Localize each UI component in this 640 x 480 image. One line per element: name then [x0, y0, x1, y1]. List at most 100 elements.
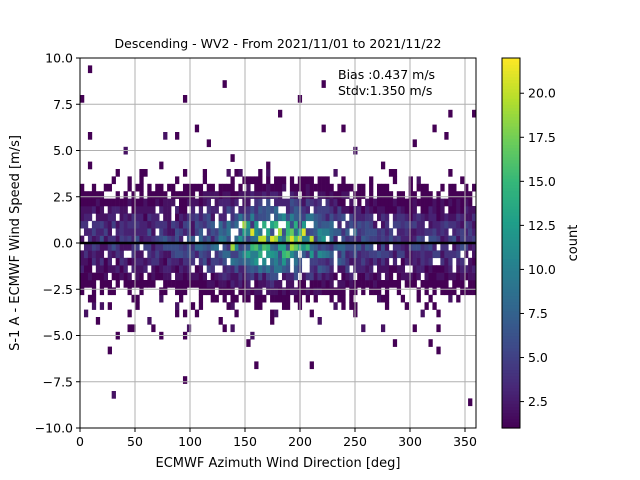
histogram-bin [274, 287, 279, 296]
histogram-bin [107, 250, 112, 259]
histogram-bin [95, 272, 101, 281]
histogram-bin [254, 228, 259, 236]
colorbar-segment [502, 289, 520, 293]
histogram-bin [444, 272, 449, 281]
histogram-bin [190, 198, 196, 207]
histogram-bin [99, 250, 105, 259]
histogram-bin [313, 257, 318, 266]
histogram-bin [151, 220, 156, 229]
histogram-bin [313, 213, 318, 222]
histogram-bin [440, 206, 445, 214]
histogram-bin [392, 220, 398, 229]
histogram-bin [222, 294, 227, 303]
histogram-bin [171, 250, 176, 259]
colorbar-segment [502, 273, 520, 278]
histogram-bin [456, 294, 461, 303]
histogram-bin [175, 257, 180, 266]
histogram-bin [167, 257, 172, 266]
histogram-bin [329, 280, 334, 288]
colorbar-segment [502, 82, 520, 87]
histogram-bin [80, 206, 85, 214]
histogram-bin [226, 169, 231, 177]
histogram-bin [325, 183, 330, 192]
histogram-bin [472, 109, 477, 118]
histogram-bin [127, 324, 132, 333]
colorbar-segment [502, 104, 520, 108]
histogram-bin [293, 243, 299, 251]
histogram-bin [321, 206, 326, 214]
histogram-bin [448, 294, 453, 303]
histogram-bin [345, 243, 350, 251]
histogram-bin [456, 280, 461, 288]
histogram-bin [107, 235, 112, 244]
histogram-bin [373, 235, 378, 244]
histogram-bin [139, 176, 144, 185]
histogram-bin [380, 280, 386, 288]
histogram-bin [186, 272, 192, 281]
histogram-bin [428, 198, 433, 207]
histogram-bin [468, 265, 473, 273]
histogram-bin [377, 235, 382, 244]
histogram-bin [464, 235, 469, 244]
histogram-bin [111, 272, 116, 281]
colorbar-segment [502, 147, 520, 152]
histogram-bin [83, 257, 89, 266]
histogram-bin [377, 191, 382, 199]
histogram-bin [266, 169, 271, 177]
colorbar-segment [502, 391, 520, 395]
histogram-bin [115, 272, 120, 281]
colorbar-segment [502, 98, 520, 102]
histogram-bin [400, 206, 406, 214]
histogram-bin [107, 228, 112, 236]
histogram-bin [230, 206, 235, 214]
histogram-bin [309, 198, 314, 207]
histogram-bin [230, 154, 235, 162]
histogram-bin [281, 302, 287, 310]
histogram-bin [242, 213, 247, 222]
histogram-bin [115, 243, 120, 251]
histogram-bin [159, 294, 164, 303]
histogram-bin [293, 191, 299, 199]
histogram-bin [127, 228, 132, 236]
histogram-bin [365, 235, 370, 244]
histogram-bin [198, 287, 204, 296]
histogram-bin [127, 198, 132, 207]
histogram-bin [301, 213, 307, 222]
histogram-bin [230, 213, 235, 222]
histogram-bin [325, 280, 330, 288]
colorbar-segment [502, 280, 520, 284]
colorbar-segment [502, 313, 520, 318]
colorbar-segment [502, 212, 520, 216]
histogram-bin [242, 250, 247, 259]
histogram-bin [369, 243, 374, 251]
histogram-bin [341, 287, 346, 296]
histogram-bin [186, 228, 192, 236]
histogram-bin [262, 272, 267, 281]
histogram-bin [246, 257, 251, 266]
histogram-bin [254, 294, 259, 303]
colorbar-segment [502, 406, 520, 411]
histogram-bin [460, 243, 465, 251]
histogram-bin [313, 235, 318, 244]
histogram-bin [301, 280, 307, 288]
histogram-bin [139, 169, 144, 177]
histogram-bin [436, 280, 441, 288]
histogram-bin [83, 272, 89, 281]
histogram-bin [135, 272, 140, 281]
histogram-bin [377, 213, 382, 222]
histogram-bin [420, 228, 425, 236]
histogram-bin [278, 280, 283, 288]
histogram-bin [135, 220, 140, 229]
colorbar-segment [502, 270, 520, 275]
histogram-bin [226, 220, 231, 229]
colorbar-segment [502, 209, 520, 213]
histogram-bin [436, 272, 441, 281]
histogram-bin [218, 250, 223, 259]
colorbar-segment [502, 150, 520, 155]
histogram-bin [194, 198, 200, 207]
histogram-bin [246, 250, 251, 259]
histogram-bin [293, 272, 299, 281]
histogram-bin [186, 250, 192, 259]
histogram-bin [210, 191, 215, 199]
histogram-bin [349, 294, 354, 303]
